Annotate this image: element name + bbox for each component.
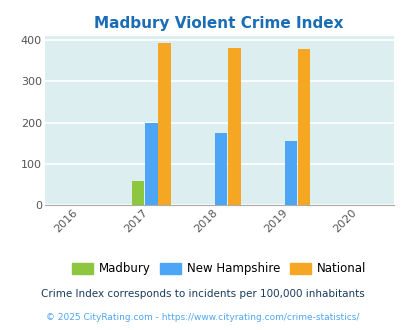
Bar bbox=[228, 48, 240, 205]
Bar bbox=[297, 49, 310, 205]
Bar bbox=[145, 122, 157, 205]
Bar bbox=[284, 141, 296, 205]
Text: Crime Index corresponds to incidents per 100,000 inhabitants: Crime Index corresponds to incidents per… bbox=[41, 289, 364, 299]
Title: Madbury Violent Crime Index: Madbury Violent Crime Index bbox=[94, 16, 343, 31]
Bar bbox=[158, 43, 171, 205]
Bar bbox=[132, 181, 144, 205]
Bar bbox=[214, 133, 227, 205]
Legend: Madbury, New Hampshire, National: Madbury, New Hampshire, National bbox=[67, 258, 371, 280]
Text: © 2025 CityRating.com - https://www.cityrating.com/crime-statistics/: © 2025 CityRating.com - https://www.city… bbox=[46, 313, 359, 322]
